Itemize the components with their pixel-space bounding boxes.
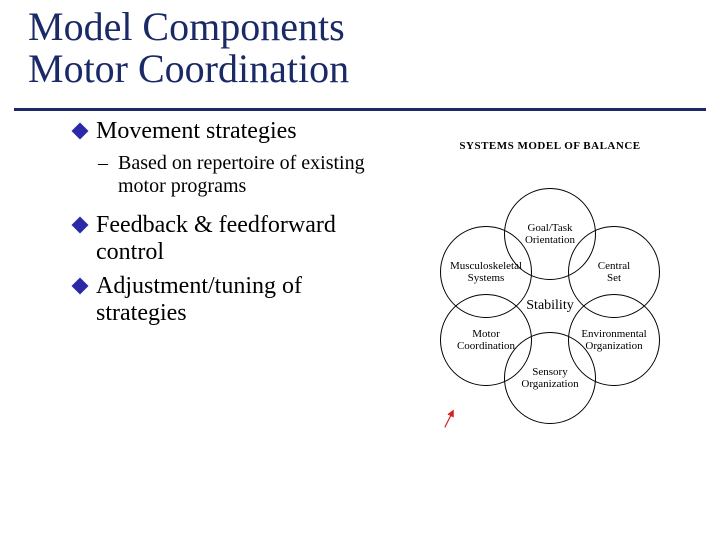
title-line-1: Model Components bbox=[28, 4, 345, 49]
slide-title: Model Components Motor Coordination bbox=[28, 6, 349, 90]
bullet-text: Feedback & feedforward control bbox=[96, 212, 336, 266]
bullet-text: Movement strategies bbox=[96, 118, 297, 144]
bullet-item: Adjustment/tuning of strategies bbox=[74, 273, 374, 328]
bullet-list: Movement strategies – Based on repertoir… bbox=[74, 118, 374, 334]
venn-center-label: Stability bbox=[510, 298, 590, 314]
red-arrow-icon bbox=[434, 402, 458, 436]
diamond-bullet-icon bbox=[72, 216, 89, 233]
slide: Model Components Motor Coordination Move… bbox=[0, 0, 720, 540]
title-underline bbox=[14, 108, 706, 111]
venn-circle-label: MotorCoordination bbox=[441, 328, 531, 352]
diagram-title: SYSTEMS MODEL OF BALANCE bbox=[410, 140, 690, 152]
sub-bullet-item: – Based on repertoire of existing motor … bbox=[74, 152, 374, 198]
venn-circle-label: MusculoskeletalSystems bbox=[441, 260, 531, 284]
bullet-item: Movement strategies bbox=[74, 118, 374, 146]
venn-diagram: Goal/TaskOrientationCentralSetEnvironmen… bbox=[410, 174, 690, 424]
venn-circle-label: CentralSet bbox=[569, 260, 659, 284]
bullet-text: Adjustment/tuning of strategies bbox=[96, 273, 302, 327]
diamond-bullet-icon bbox=[72, 277, 89, 294]
sub-bullet-text: Based on repertoire of existing motor pr… bbox=[118, 152, 365, 197]
diamond-bullet-icon bbox=[72, 123, 89, 140]
dash-bullet-icon: – bbox=[98, 152, 108, 175]
bullet-item: Feedback & feedforward control bbox=[74, 212, 374, 267]
balance-diagram: SYSTEMS MODEL OF BALANCE Goal/TaskOrient… bbox=[410, 140, 690, 440]
title-line-2: Motor Coordination bbox=[28, 46, 349, 91]
